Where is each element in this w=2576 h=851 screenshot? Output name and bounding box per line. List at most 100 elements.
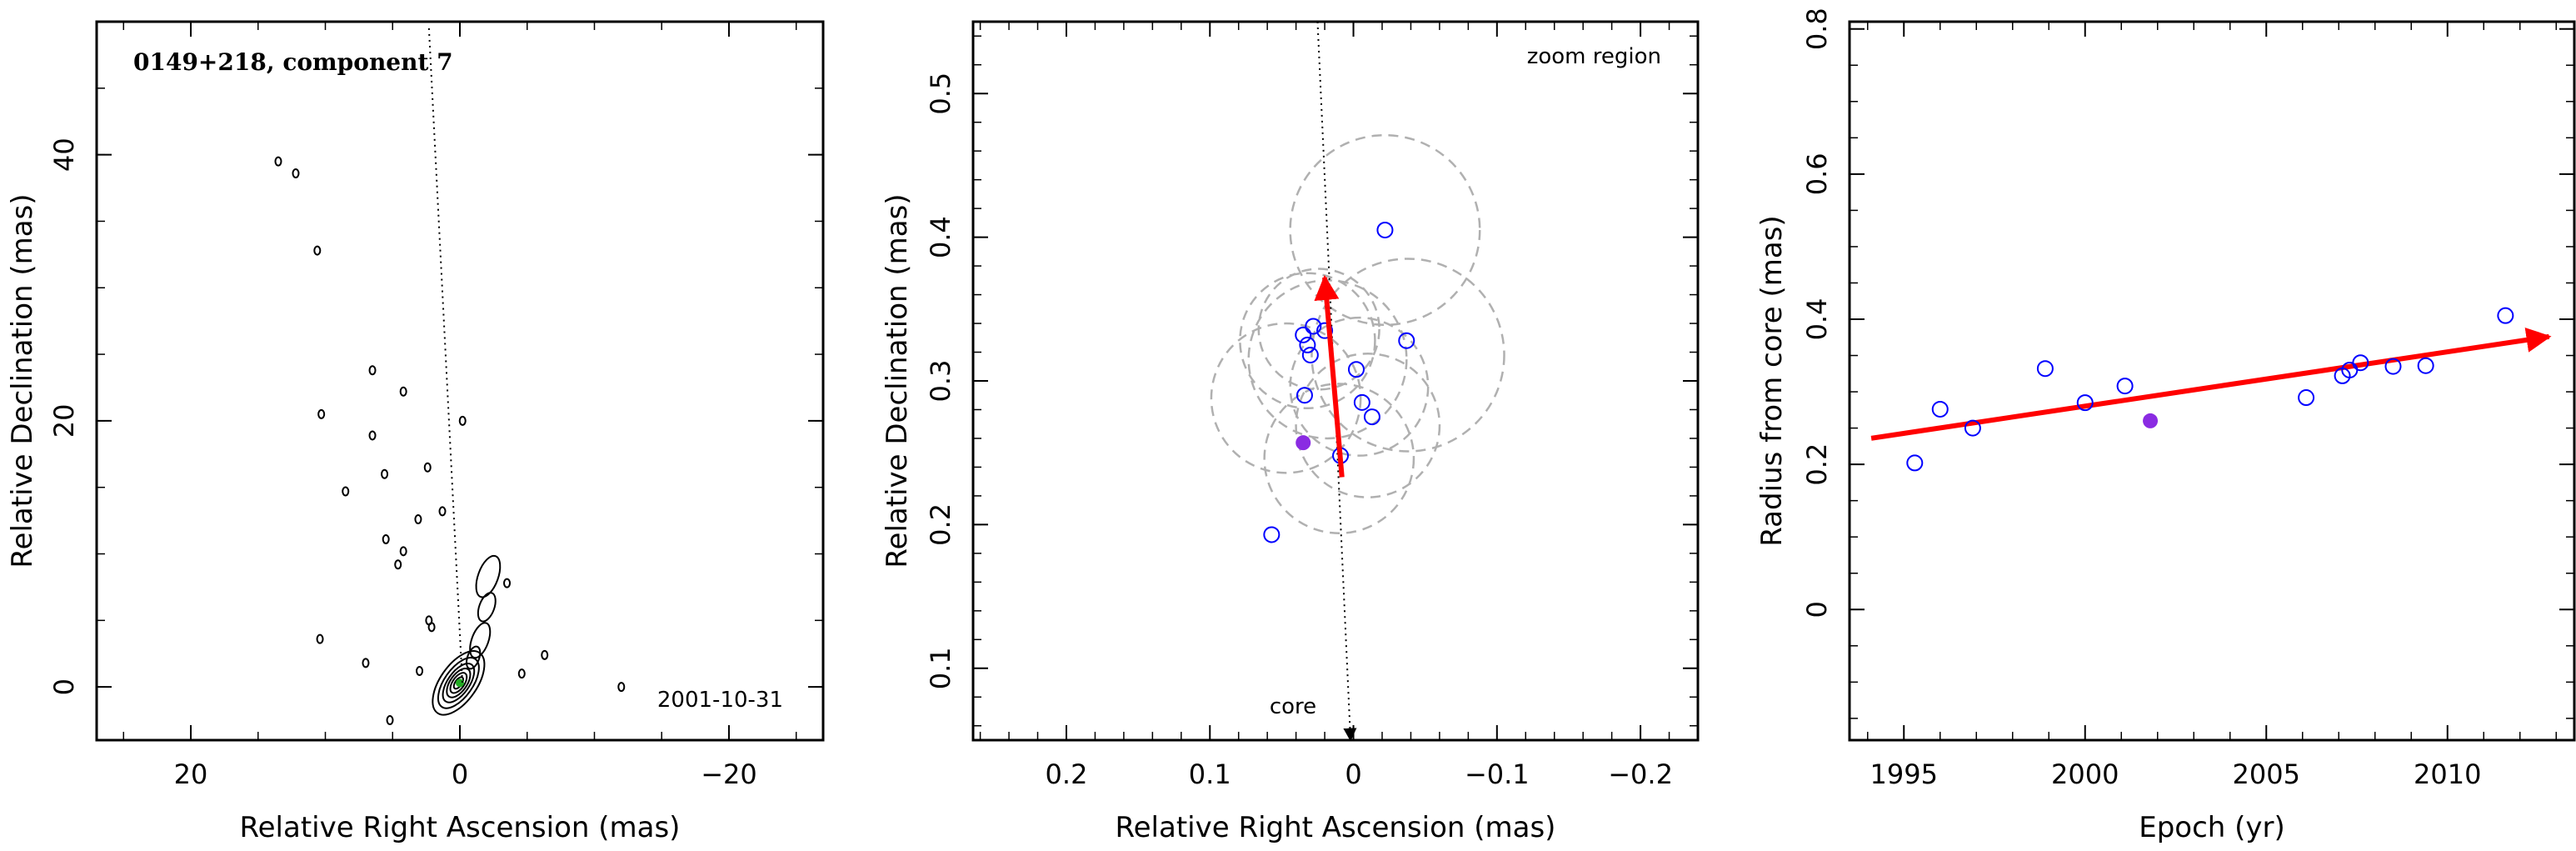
contour-level xyxy=(442,663,476,703)
y-tick-label: 0.6 xyxy=(1801,153,1833,195)
noise-contour xyxy=(541,649,549,660)
noise-contour xyxy=(503,578,512,588)
x-axis-title: Relative Right Ascension (mas) xyxy=(1116,811,1556,844)
open-point xyxy=(1295,326,1312,343)
contour-level xyxy=(437,657,480,709)
panel-title: 0149+218, component 7 xyxy=(133,48,453,76)
filled-point xyxy=(2143,413,2159,428)
y-tick-label: 0 xyxy=(48,678,80,695)
open-point xyxy=(1353,393,1370,411)
y-axis-title: Radius from core (mas) xyxy=(1755,215,1789,546)
open-point xyxy=(1964,419,1981,437)
open-point xyxy=(2352,354,2369,372)
x-tick-label: 20 xyxy=(174,758,208,790)
tick-labels: 20 0 −20 0 20 40 xyxy=(48,138,757,790)
y-tick-label: 0.2 xyxy=(1801,443,1833,486)
noise-contour xyxy=(517,668,526,679)
open-point xyxy=(1906,454,1924,472)
open-point xyxy=(1263,526,1281,543)
error-circles xyxy=(1210,133,1505,534)
noise-contour xyxy=(394,559,402,570)
open-point xyxy=(2116,378,2134,395)
filled-point xyxy=(1295,435,1311,451)
error-circle xyxy=(1263,383,1415,534)
noise-contour xyxy=(381,468,389,479)
y-axis-title: Relative Declination (mas) xyxy=(6,193,39,568)
tick-marks xyxy=(1850,22,2574,740)
plot-frame xyxy=(1848,20,2576,742)
open-point xyxy=(2036,360,2054,378)
open-point xyxy=(1347,361,1365,378)
epoch-annotation: 2001-10-31 xyxy=(657,688,783,713)
contour-level xyxy=(449,672,468,694)
noise-contour xyxy=(317,408,326,419)
y-axis-title: Relative Declination (mas) xyxy=(881,193,914,568)
motion-vector-arrow xyxy=(1314,274,1345,478)
open-point xyxy=(1316,322,1334,339)
noise-contour xyxy=(292,168,300,178)
open-point xyxy=(1295,387,1313,404)
error-circle xyxy=(1310,258,1505,453)
y-tick-label: 0.8 xyxy=(1801,8,1833,50)
component-marker xyxy=(456,678,464,688)
open-point xyxy=(2497,307,2514,324)
y-tick-label: 20 xyxy=(48,404,80,438)
noise-contour xyxy=(438,506,447,517)
x-tick-label: −20 xyxy=(701,758,757,790)
open-point xyxy=(1398,332,1415,349)
y-tick-label: 0.5 xyxy=(925,73,956,115)
y-tick-label: 0 xyxy=(1801,601,1833,618)
noise-contour xyxy=(423,462,432,473)
contour-level xyxy=(446,668,472,698)
radius-measurements xyxy=(1906,307,2514,472)
x-tick-label: 0 xyxy=(452,758,468,790)
x-tick-label: 2000 xyxy=(2051,758,2119,790)
x-tick-label: 2005 xyxy=(2233,758,2300,790)
tick-labels: 1995 2000 2005 2010 0 0.2 0.4 0.6 0.8 xyxy=(1801,8,2481,790)
open-point xyxy=(2417,357,2434,374)
open-point xyxy=(1931,400,1949,418)
noise-contour xyxy=(386,715,394,726)
contour-level xyxy=(466,645,482,670)
y-tick-label: 0.3 xyxy=(925,360,956,403)
x-tick-label: 1995 xyxy=(1870,758,1938,790)
contour-level xyxy=(477,592,497,623)
tick-marks xyxy=(97,21,823,740)
error-circle xyxy=(1295,352,1441,498)
error-circle xyxy=(1289,133,1481,327)
noise-contour xyxy=(414,514,422,525)
noise-contour xyxy=(274,156,282,167)
plot-frame xyxy=(95,20,825,742)
noise-contour xyxy=(416,665,424,676)
panel-zoom-region: 0.2 0.1 0 −0.1 −0.2 0.1 0.2 0.3 0.4 0.5 zoom regi… xyxy=(881,20,1700,844)
noise-contour xyxy=(342,486,350,497)
y-tick-label: 0.4 xyxy=(925,216,956,258)
tick-marks xyxy=(973,22,1699,740)
open-point xyxy=(1363,408,1380,426)
open-point xyxy=(1301,346,1319,363)
y-tick-label: 0.1 xyxy=(925,647,956,689)
linear-fit-arrow xyxy=(1870,328,2552,441)
open-point xyxy=(1305,318,1322,335)
x-tick-label: 0.1 xyxy=(1189,758,1231,790)
error-circle xyxy=(1210,322,1362,474)
open-point xyxy=(2076,394,2094,412)
open-point xyxy=(1299,336,1316,353)
noise-contour xyxy=(316,633,324,644)
y-tick-label: 0.2 xyxy=(925,503,956,546)
noise-contour xyxy=(427,622,436,633)
noise-contour xyxy=(458,415,467,426)
x-tick-label: 0.2 xyxy=(1046,758,1088,790)
noise-contour xyxy=(368,365,377,376)
noise-contour xyxy=(362,658,370,668)
noise-contour xyxy=(382,533,390,544)
tick-labels: 0.2 0.1 0 −0.1 −0.2 0.1 0.2 0.3 0.4 0.5 xyxy=(925,73,1673,790)
noise-contour xyxy=(368,430,377,441)
x-axis-title: Epoch (yr) xyxy=(2139,811,2285,844)
x-axis-title: Relative Right Ascension (mas) xyxy=(240,811,681,844)
x-tick-label: −0.2 xyxy=(1608,758,1673,790)
noise-contour xyxy=(313,245,322,256)
noise-contour xyxy=(399,386,407,397)
noise-contour xyxy=(617,682,626,693)
